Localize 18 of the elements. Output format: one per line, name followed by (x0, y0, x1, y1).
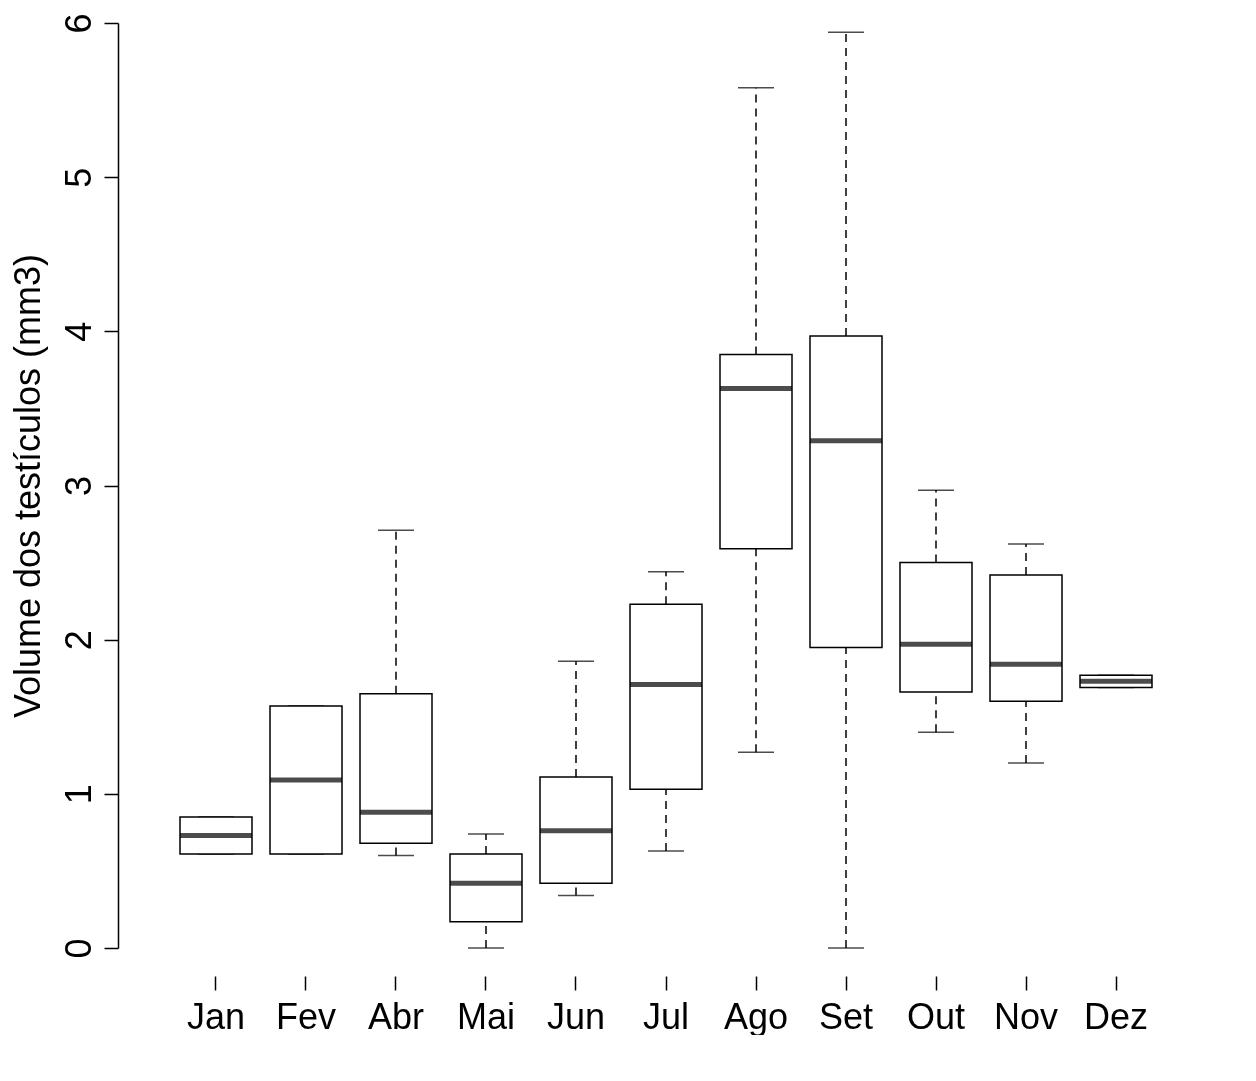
x-tick-label: Set (818, 995, 874, 1037)
x-tick-label: Jun (546, 995, 606, 1037)
x-tick-label: Out (906, 995, 966, 1037)
y-tick-label: 2 (57, 630, 99, 651)
x-tick-label: Fev (275, 995, 337, 1037)
y-tick-label: 1 (57, 784, 99, 805)
y-tick-label: 4 (57, 321, 99, 342)
x-tick-label: Dez (1083, 995, 1149, 1037)
y-tick-label: 3 (57, 475, 99, 497)
y-tick-label: 6 (57, 13, 99, 34)
y-tick-label: 0 (57, 938, 99, 959)
y-tick-label: 5 (57, 167, 99, 188)
x-tick-label: Nov (993, 995, 1059, 1037)
x-tick-label: Abr (367, 995, 425, 1037)
y-axis-title: Volume dos testículos (mm3) (6, 253, 48, 719)
x-tick-label: Jan (186, 995, 246, 1037)
x-tick-label: Jul (642, 995, 690, 1037)
x-tick-label: Mai (456, 995, 516, 1037)
